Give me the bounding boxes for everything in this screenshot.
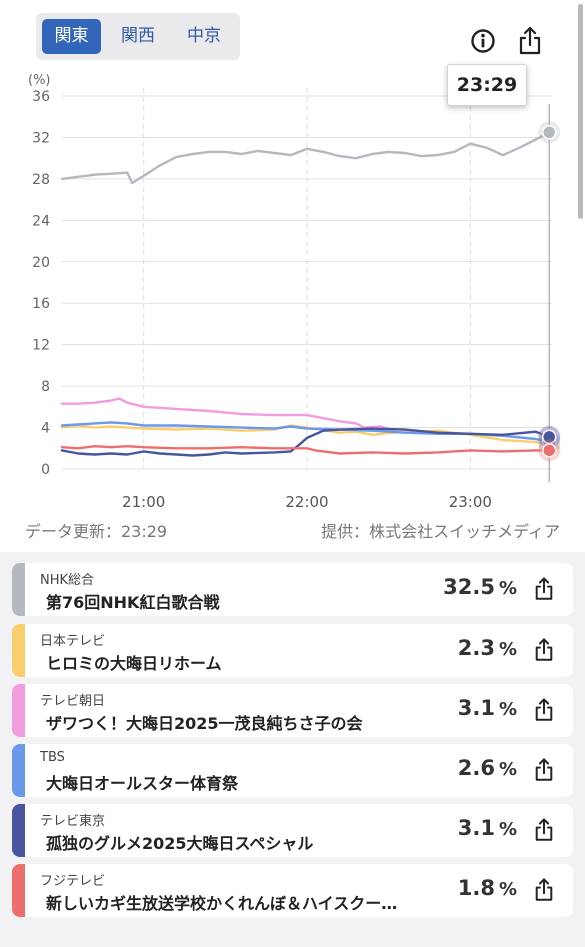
share-icon[interactable]: [531, 697, 557, 723]
tab-chukyo[interactable]: 中京: [187, 26, 221, 46]
share-icon[interactable]: [531, 877, 557, 903]
program-title: 第76回NHK紅白歌合戦: [46, 593, 220, 612]
series-end-marker: [541, 443, 557, 458]
share-icon[interactable]: [531, 757, 557, 783]
program-card[interactable]: 日本テレビヒロミの大晦日リホーム 2.3%: [12, 624, 573, 677]
station-color-bar: [12, 864, 25, 917]
station-name: テレビ朝日: [40, 694, 106, 709]
data-updated-text: データ更新：23:29: [25, 522, 168, 541]
station-name: NHK総合: [40, 573, 95, 588]
program-card[interactable]: テレビ朝日ザワつく！大晦日2025一茂良純ちさ子の会 3.1%: [12, 684, 573, 737]
rating-number: 2.6: [457, 756, 495, 780]
y-tick-label: 8: [41, 379, 50, 395]
station-name: フジテレビ: [40, 874, 106, 889]
program-card[interactable]: NHK総合第76回NHK紅白歌合戦 32.5%: [12, 563, 573, 616]
rating-value: 3.1%: [458, 816, 517, 840]
rating-value: 3.1%: [458, 696, 517, 720]
rating-value: 32.5%: [443, 575, 517, 599]
x-tick-label: 21:00: [122, 493, 165, 511]
region-tabs: 関東 関西 中京: [36, 13, 240, 60]
series-line: [60, 131, 551, 185]
provider-text: 提供：株式会社スイッチメディア: [321, 522, 560, 541]
station-name: TBS: [40, 750, 65, 765]
x-tick-label: 23:00: [449, 493, 492, 511]
y-unit-label: (%): [28, 73, 51, 88]
y-tick-label: 4: [41, 421, 50, 437]
rating-value: 1.8%: [458, 876, 517, 900]
rating-number: 3.1: [457, 696, 495, 720]
y-tick-label: 32: [32, 130, 50, 146]
x-tick-label: 22:00: [285, 493, 328, 511]
station-name: テレビ東京: [40, 814, 106, 829]
share-icon[interactable]: [531, 576, 557, 602]
rating-unit: %: [498, 879, 517, 900]
tab-kansai[interactable]: 関西: [121, 26, 155, 46]
series-line: [60, 427, 551, 457]
program-title: 孤独のグルメ2025大晦日スペシャル: [46, 834, 314, 853]
series-line: [60, 397, 390, 430]
y-tick-label: 0: [41, 462, 50, 478]
share-icon[interactable]: [514, 25, 546, 57]
series-end-marker: [541, 125, 557, 140]
y-tick-label: 16: [32, 296, 50, 312]
station-color-bar: [12, 563, 25, 616]
chart-panel: 関東 関西 中京 0 4 8 12 16 20 24 28 32 36 (%) 21:00 22:00 2…: [0, 0, 585, 552]
rating-number: 3.1: [457, 816, 495, 840]
rating-value: 2.6%: [458, 756, 517, 780]
rating-unit: %: [498, 759, 517, 780]
series-line: [60, 445, 551, 455]
station-color-bar: [12, 684, 25, 737]
rating-number: 2.3: [457, 636, 495, 660]
rating-value: 2.3%: [458, 636, 517, 660]
y-tick-label: 36: [32, 89, 50, 105]
y-tick-label: 24: [32, 213, 50, 229]
program-card[interactable]: フジテレビ新しいカギ生放送学校かくれんぼ＆ハイスクー… 1.8%: [12, 864, 573, 917]
tab-kanto[interactable]: 関東: [42, 19, 101, 54]
y-tick-label: 12: [32, 338, 50, 354]
cursor-time-label: 23:29: [447, 64, 527, 106]
rating-unit: %: [498, 699, 517, 720]
info-icon[interactable]: [467, 25, 499, 57]
rating-unit: %: [498, 578, 517, 599]
station-color-bar: [12, 744, 25, 797]
rating-number: 1.8: [457, 876, 495, 900]
rating-number: 32.5: [443, 575, 495, 599]
program-card[interactable]: テレビ東京孤独のグルメ2025大晦日スペシャル 3.1%: [12, 804, 573, 857]
program-title: ザワつく！大晦日2025一茂良純ちさ子の会: [46, 714, 363, 733]
station-color-bar: [12, 804, 25, 857]
scrollbar[interactable]: [578, 4, 583, 219]
station-color-bar: [12, 624, 25, 677]
program-title: ヒロミの大晦日リホーム: [46, 654, 222, 673]
program-card[interactable]: TBS 大晦日オールスター体育祭 2.6%: [12, 744, 573, 797]
station-name: 日本テレビ: [40, 634, 106, 649]
ratings-chart[interactable]: 0 4 8 12 16 20 24 28 32 36(%) 21:00 22:00 23:00: [0, 60, 585, 520]
y-tick-label: 20: [32, 255, 50, 271]
share-icon[interactable]: [531, 817, 557, 843]
rating-unit: %: [498, 819, 517, 840]
program-title: 新しいカギ生放送学校かくれんぼ＆ハイスクー…: [46, 894, 398, 913]
share-icon[interactable]: [531, 637, 557, 663]
program-title: 大晦日オールスター体育祭: [46, 774, 239, 793]
y-tick-label: 28: [32, 172, 50, 188]
rating-unit: %: [498, 639, 517, 660]
